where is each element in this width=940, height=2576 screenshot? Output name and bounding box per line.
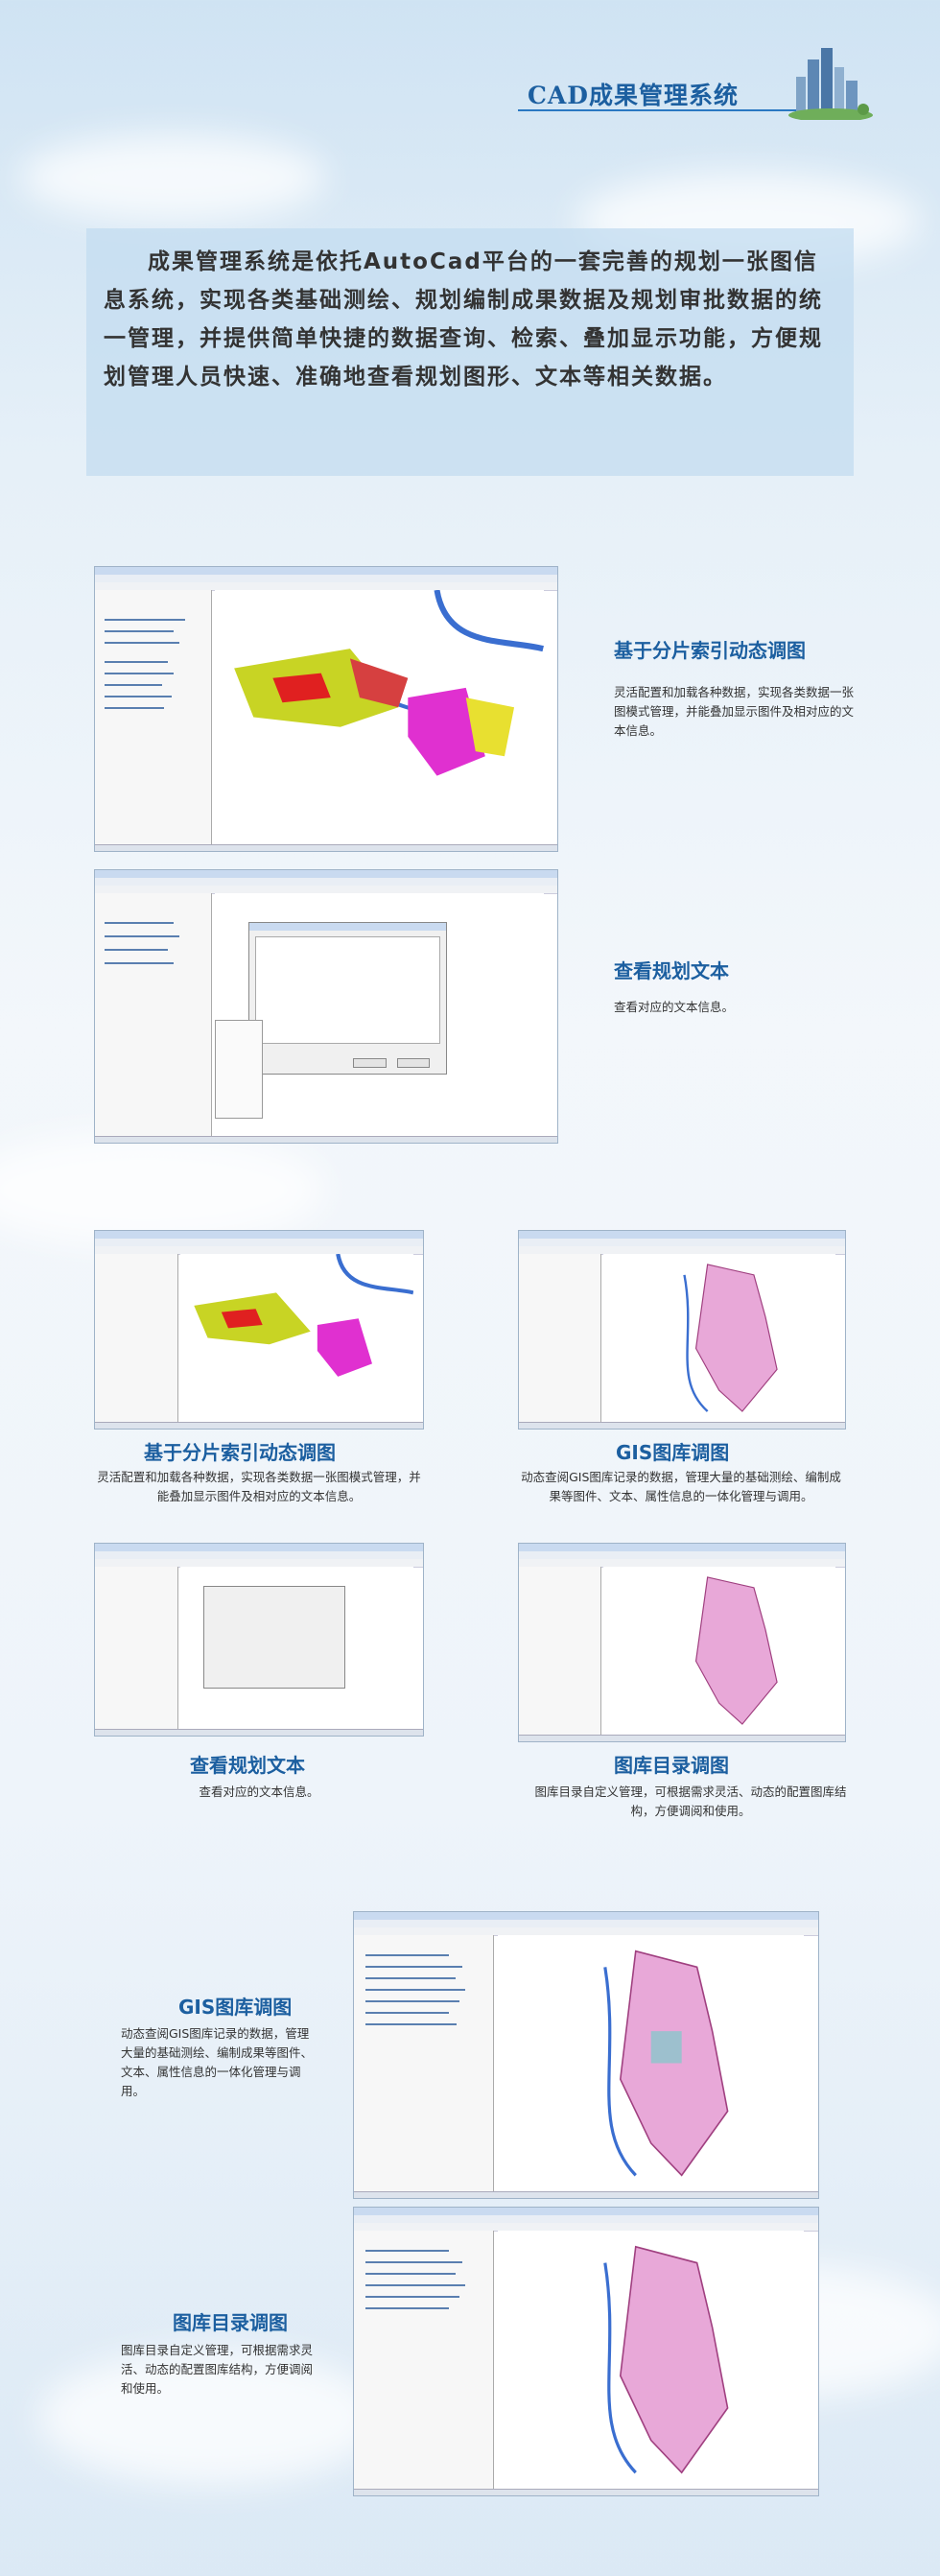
status-bar [95,1136,557,1143]
map-canvas[interactable] [603,1567,835,1735]
screenshot-gis-view-small [518,1230,846,1430]
screenshot-catalog-view-small [518,1543,846,1742]
map-canvas[interactable] [603,1254,835,1422]
map-drawing [234,589,545,776]
context-menu [215,1019,264,1119]
map-canvas[interactable] [215,893,544,1136]
title-bar [95,870,557,878]
file-list-dialog [203,1586,345,1690]
map-canvas[interactable] [179,1567,413,1729]
screenshot-text-view-small [94,1543,424,1737]
section-desc: 图库目录自定义管理，可根据需求灵活、动态的配置图库结构，方便调阅和使用。 [534,1784,847,1818]
screenshot-map-view-small [94,1230,424,1430]
section-desc: 查看对应的文本信息。 [614,1000,735,1014]
layer-panel [95,893,212,1137]
status-bar [95,844,557,851]
section-desc: 图库目录自定义管理，可根据需求灵活、动态的配置图库结构，方便调阅和使用。 [121,2343,314,2396]
section-desc: 查看对应的文本信息。 [199,1784,319,1799]
section-desc: 动态查阅GIS图库记录的数据，管理大量的基础测绘、编制成果等图件、文本、属性信息… [521,1470,841,1503]
section-desc: 灵活配置和加载各种数据，实现各类数据一张图模式管理，并能叠加显示图件及相对应的文… [97,1470,421,1503]
map-canvas[interactable] [498,1935,805,2191]
screenshot-catalog-view-large [353,2207,819,2496]
title-bar [95,567,557,575]
layer-panel [354,1935,495,2192]
intro-text: 成果管理系统是依托AutoCad平台的一套完善的规划一张图信息系统，实现各类基础… [104,249,823,390]
screenshot-gis-view-large [353,1911,819,2199]
section-title: 图库目录调图 [614,1754,729,1777]
screenshot-text-view [94,869,558,1144]
layer-panel [519,1567,601,1736]
section-desc: 灵活配置和加载各种数据，实现各类数据一张图模式管理，并能叠加显示图件及相对应的文… [614,685,855,738]
page-title: CAD成果管理系统 [528,82,739,109]
section-desc: 动态查阅GIS图库记录的数据，管理大量的基础测绘、编制成果等图件、文本、属性信息… [121,2026,314,2098]
intro-box: 成果管理系统是依托AutoCad平台的一套完善的规划一张图信息系统，实现各类基础… [86,228,854,476]
page-header: CAD成果管理系统 [518,48,873,120]
screenshot-map-view [94,566,558,852]
map-canvas[interactable] [498,2231,805,2489]
layer-panel [95,590,212,845]
cancel-button[interactable] [396,1058,431,1069]
city-skyline-icon [788,48,873,120]
section-title: 图库目录调图 [173,2311,288,2334]
title-underline [518,109,796,111]
ok-button[interactable] [353,1058,388,1069]
cloud [38,2351,384,2485]
layer-panel [95,1567,178,1730]
map-canvas[interactable] [179,1253,414,1422]
section-title: 基于分片索引动态调图 [144,1441,336,1464]
section-title: 查看规划文本 [614,959,729,982]
layer-panel [354,2231,495,2490]
section-title: GIS图库调图 [178,1996,293,2019]
layer-panel [95,1254,178,1423]
cloud [0,1132,326,1247]
section-title: 基于分片索引动态调图 [614,639,806,662]
map-canvas[interactable] [215,589,545,844]
file-list-dialog [247,922,447,1075]
cloud [19,134,326,221]
section-title: 查看规划文本 [190,1754,305,1777]
layer-panel [519,1254,601,1423]
section-title: GIS图库调图 [616,1441,730,1464]
